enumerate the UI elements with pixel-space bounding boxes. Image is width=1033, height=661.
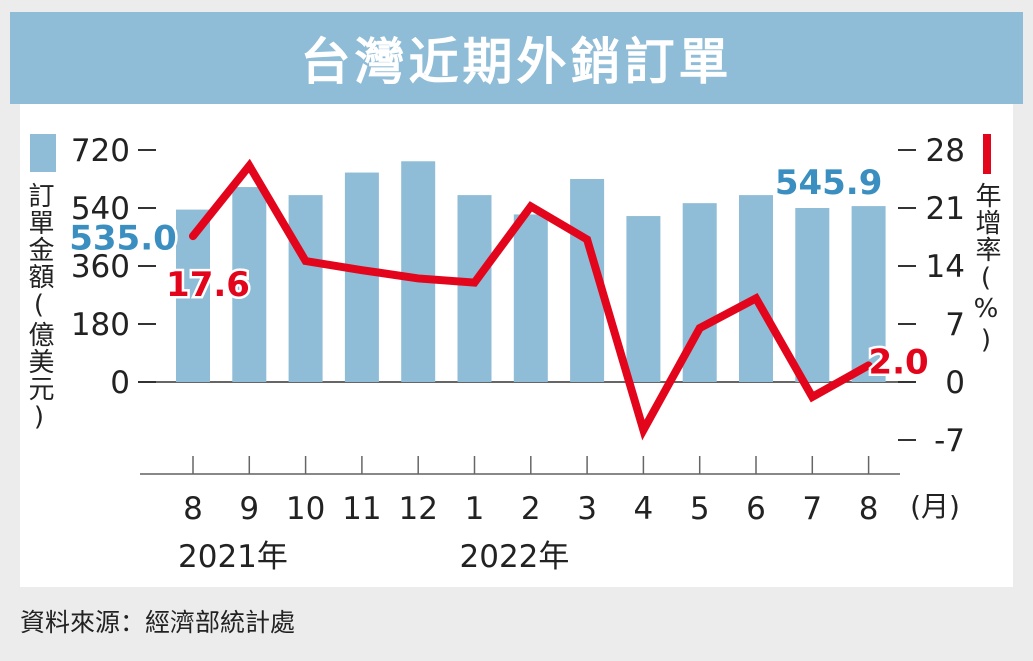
bar	[513, 214, 548, 382]
bar	[344, 172, 379, 382]
bar	[232, 187, 267, 382]
x-tick-label: 6	[746, 491, 766, 527]
right-tick-label: 14	[926, 249, 965, 285]
x-unit-label: (月)	[910, 490, 960, 523]
x-tick-label: 7	[802, 491, 822, 527]
source-note: 資料來源：經濟部統計處	[20, 608, 296, 637]
x-tick-label: 3	[577, 491, 597, 527]
x-tick-label: 12	[398, 491, 437, 527]
year-label: 2021年	[178, 539, 288, 575]
bar	[288, 195, 323, 382]
bar	[851, 206, 886, 382]
data-label: 535.0	[69, 219, 177, 259]
left-tick-label: 720	[71, 133, 130, 169]
left-tick-label: 540	[71, 191, 130, 227]
x-tick-label: 2	[521, 491, 541, 527]
line-layer	[189, 158, 873, 441]
bar	[739, 195, 773, 382]
right-tick-label: -7	[934, 423, 965, 459]
chart-title: 台灣近期外銷訂單	[300, 33, 733, 91]
right-tick-label: 21	[926, 191, 965, 227]
right-tick-label: 0	[945, 365, 965, 401]
x-tick-label: 10	[286, 491, 325, 527]
data-label: 545.9	[775, 163, 883, 203]
bar	[626, 216, 661, 382]
x-tick-label: 9	[239, 491, 259, 527]
line-legend-swatch	[983, 134, 991, 174]
data-label: 17.6	[166, 265, 250, 305]
chart-panel: 720 540 360 180 0 28 21 14 7 0 -7 8 9 10 11 12 1 2 3 4 5 6 7 8(…	[20, 104, 1013, 587]
data-label: 2.0	[868, 342, 928, 382]
left-tick-label: 180	[71, 307, 130, 343]
year-label: 2022年	[460, 539, 570, 575]
bar-legend-swatch	[30, 134, 56, 172]
bar	[401, 161, 436, 382]
left-axis-label: 訂單金額(億美元)	[24, 182, 54, 433]
bar	[457, 195, 492, 382]
x-tick-label: 1	[465, 491, 485, 527]
x-tick-label: 8	[859, 491, 879, 527]
left-tick-label: 0	[110, 365, 130, 401]
right-tick-label: 7	[945, 307, 965, 343]
title-banner: 台灣近期外銷訂單	[10, 12, 1023, 104]
labels-layer: 535.0 545.9 17.6 2.0	[67, 161, 931, 385]
x-tick-label: 5	[690, 491, 710, 527]
x-tick-label: 8	[183, 491, 203, 527]
x-tick-label: 4	[634, 491, 654, 527]
left-tick-label: 360	[71, 249, 130, 285]
right-axis-label: 年增率(%)	[971, 182, 1001, 356]
bars-layer	[176, 161, 886, 382]
bar	[795, 208, 830, 382]
x-tick-label: 11	[342, 491, 381, 527]
right-tick-label: 28	[926, 133, 965, 169]
